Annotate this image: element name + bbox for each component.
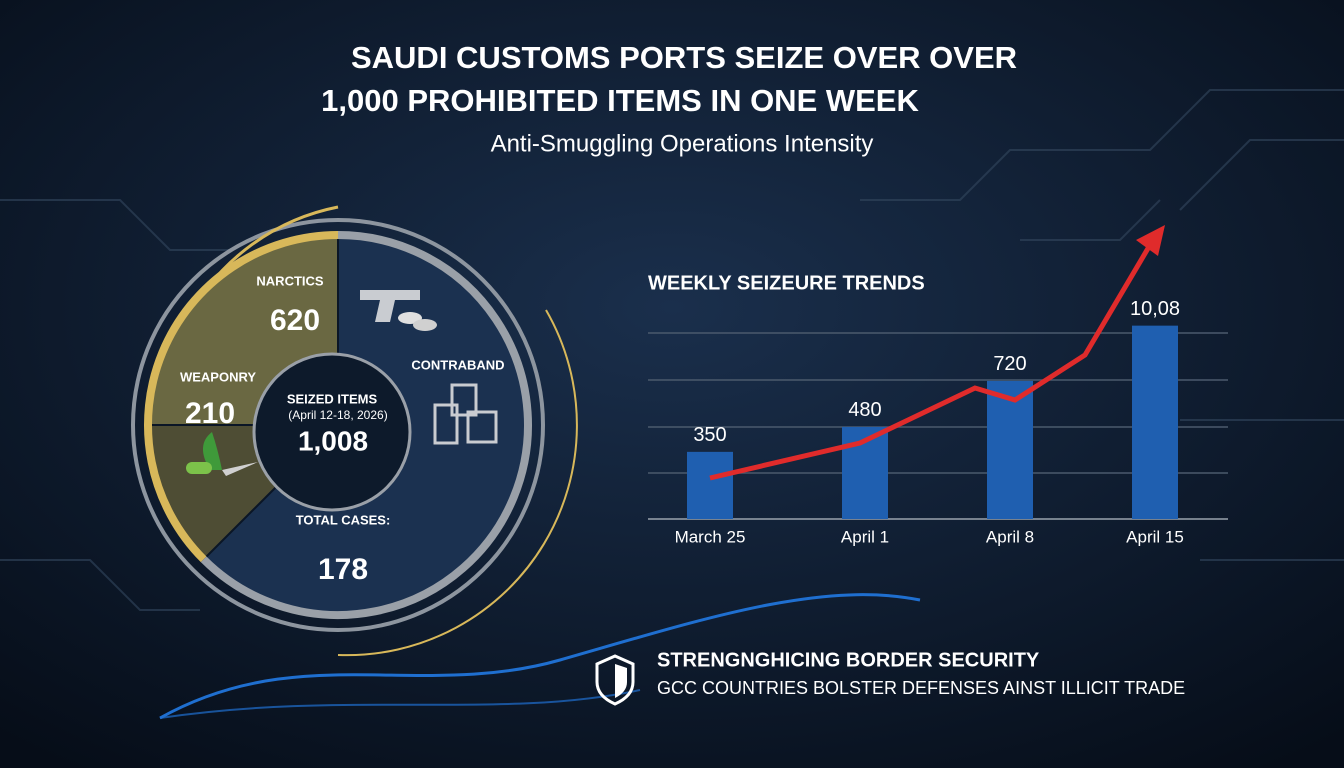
knife-icon: [222, 462, 258, 476]
circuit-lines: [0, 89, 1344, 611]
wave: [159, 593, 921, 720]
device-icon: [433, 403, 459, 445]
segment-label: CONTRABAND: [411, 357, 504, 372]
donut: [131, 205, 578, 657]
donut-hole: [252, 352, 412, 512]
icons: [186, 290, 498, 476]
segment-value: 620: [270, 304, 320, 337]
value-label: 10,08: [1130, 298, 1180, 320]
pill-icon: [398, 312, 422, 324]
cases-label: TOTAL CASES:: [296, 512, 391, 527]
bar: [987, 380, 1033, 519]
accent-arc: [337, 309, 578, 657]
gun-icon: [360, 290, 420, 322]
chart-title: WEEKLY SEIZEURE TRENDS: [648, 272, 925, 294]
x-tick-label: April 15: [1126, 527, 1184, 546]
value-label: 480: [848, 399, 881, 421]
segment-label: WEAPONRY: [180, 369, 256, 384]
donut-rim: [200, 231, 532, 619]
capsule-icon: [186, 462, 212, 474]
title-line: 1,000 PROHIBITED ITEMS IN ONE WEEK: [321, 83, 919, 118]
footer-title: STRENGNGHICING BORDER SECURITY: [657, 649, 1040, 671]
center-period: (April 12-18, 2026): [288, 408, 387, 422]
footer-subtitle: GCC COUNTRIES BOLSTER DEFENSES AINST ILL…: [657, 678, 1185, 698]
trend-arrow: [709, 243, 1153, 481]
shield-half: [615, 664, 627, 698]
bar: [1132, 325, 1178, 519]
value-label: 350: [693, 424, 726, 446]
donut-rim: [144, 231, 339, 563]
x-tick-label: March 25: [675, 527, 746, 546]
center-total: 1,008: [298, 425, 368, 456]
segment-value: 210: [185, 397, 235, 430]
pill-icon: [413, 319, 437, 331]
plot-lines: [648, 332, 1228, 520]
wave: [159, 689, 641, 719]
leaf-icon: [202, 432, 222, 470]
value-label: 720: [993, 353, 1026, 375]
x-tick-label: April 1: [841, 527, 889, 546]
segment-label: NARCTICS: [256, 273, 323, 288]
shield-icon: [595, 654, 635, 706]
subtitle: Anti-Smuggling Operations Intensity: [491, 130, 874, 157]
trend-arrowhead: [1136, 225, 1165, 256]
center-title: SEIZED ITEMS: [287, 391, 378, 406]
device-icon: [466, 410, 498, 444]
outer-ring: [131, 218, 545, 632]
bar: [687, 451, 733, 519]
device-icon: [450, 383, 478, 417]
x-tick-label: April 8: [986, 527, 1034, 546]
title-line: SAUDI CUSTOMS PORTS SEIZE OVER OVER: [351, 40, 1017, 75]
cases-value: 178: [318, 553, 368, 586]
